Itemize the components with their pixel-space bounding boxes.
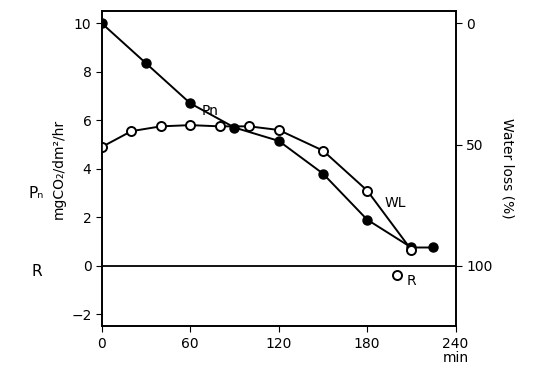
Y-axis label: mgCO₂/dm²/hr: mgCO₂/dm²/hr [51, 118, 65, 219]
Y-axis label: Water loss (%): Water loss (%) [501, 118, 515, 219]
Text: min: min [443, 351, 468, 366]
Text: R: R [31, 264, 42, 279]
Text: R: R [407, 274, 416, 288]
Text: Pₙ: Pₙ [29, 186, 44, 201]
Text: Pn: Pn [202, 104, 219, 118]
Text: WL: WL [385, 196, 406, 210]
